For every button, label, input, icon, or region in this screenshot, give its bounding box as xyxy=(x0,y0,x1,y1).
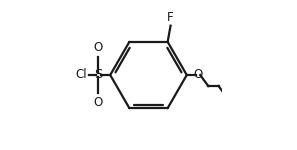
Text: O: O xyxy=(94,96,103,109)
Text: F: F xyxy=(167,11,174,24)
Text: Cl: Cl xyxy=(75,69,87,81)
Text: O: O xyxy=(94,41,103,54)
Text: S: S xyxy=(94,69,103,81)
Text: O: O xyxy=(193,69,203,81)
